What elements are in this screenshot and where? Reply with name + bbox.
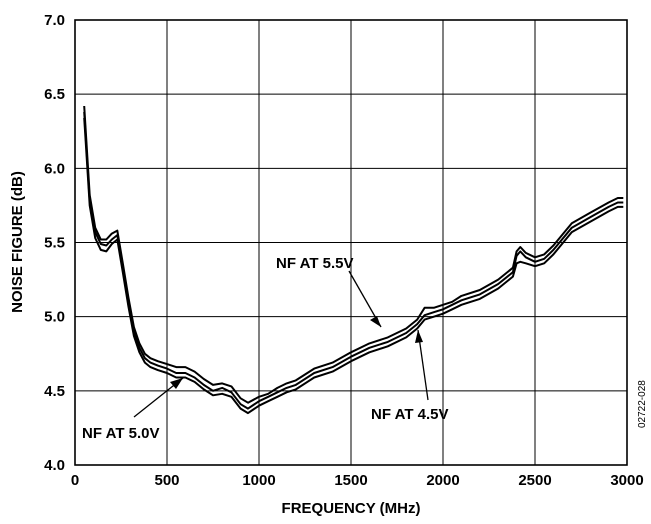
y-tick-label: 6.0 <box>44 160 65 177</box>
y-tick-label: 4.0 <box>44 457 65 474</box>
y-tick-label: 5.5 <box>44 235 65 252</box>
x-tick-label: 1500 <box>334 472 367 489</box>
y-tick-labels: 4.0 4.5 5.0 5.5 6.0 6.5 7.0 <box>44 12 65 474</box>
x-tick-label: 0 <box>71 472 79 489</box>
curve-layer <box>83 105 624 415</box>
x-tick-label: 3000 <box>610 472 643 489</box>
label-nf-5-0v: NF AT 5.0V <box>82 425 160 442</box>
y-axis-title: NOISE FIGURE (dB) <box>9 171 26 313</box>
label-nf-5-5v: NF AT 5.5V <box>276 255 354 272</box>
x-tick-label: 500 <box>154 472 179 489</box>
x-tick-label: 2000 <box>426 472 459 489</box>
plot-frame <box>74 19 628 466</box>
x-tick-label: 1000 <box>242 472 275 489</box>
x-tick-label: 2500 <box>518 472 551 489</box>
y-tick-label: 4.5 <box>44 383 65 400</box>
x-tick-labels: 0 500 1000 1500 2000 2500 3000 <box>71 472 644 489</box>
arrowhead-4-5v <box>415 330 423 343</box>
arrowhead-5-0v <box>170 378 183 389</box>
label-nf-4-5v: NF AT 4.5V <box>371 406 449 423</box>
figure-id: 02722-028 <box>637 380 648 428</box>
x-axis-title: FREQUENCY (MHz) <box>282 500 421 517</box>
y-tick-label: 7.0 <box>44 12 65 29</box>
arrowhead-5-5v <box>370 316 381 327</box>
y-tick-label: 5.0 <box>44 309 65 326</box>
y-tick-label: 6.5 <box>44 86 65 103</box>
series-line-nf-at-4-5v <box>83 117 624 415</box>
annotation-layer: NF AT 5.5V NF AT 5.0V NF AT 4.5V <box>82 255 449 442</box>
series-line-nf-at-5-5v <box>83 105 624 404</box>
